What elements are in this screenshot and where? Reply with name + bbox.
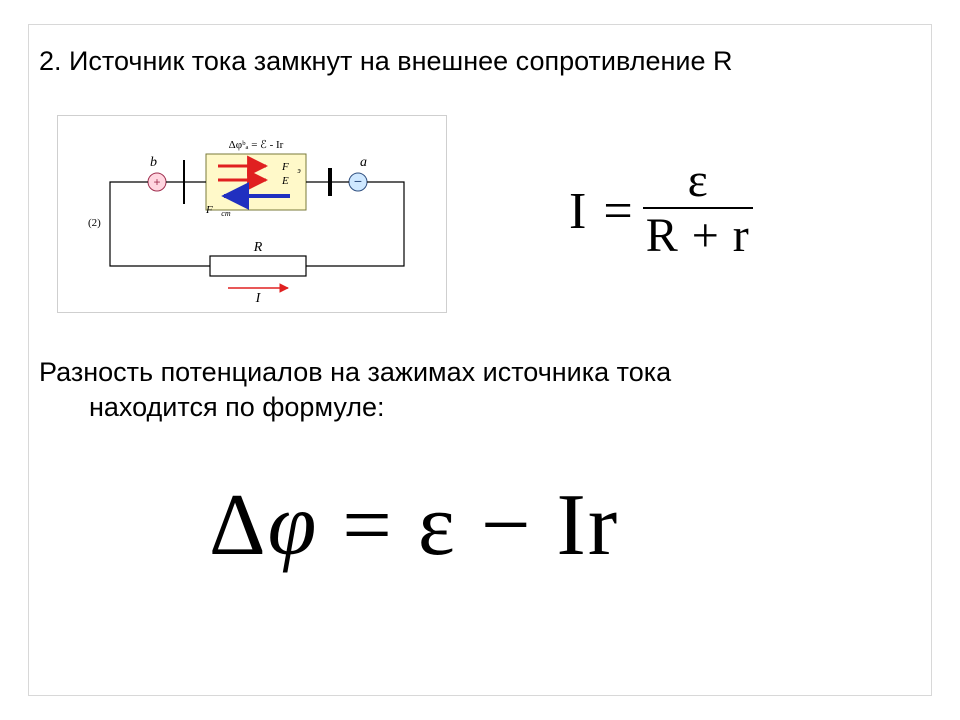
explanation-text: Разность потенциалов на зажимах источник…: [39, 355, 899, 425]
label-a: a: [360, 155, 367, 170]
f2-phi: φ: [268, 477, 319, 574]
plus-icon: +: [153, 175, 160, 189]
label-R: R: [253, 240, 263, 255]
label-E: E⃗: [281, 175, 297, 187]
formula1-denominator: R + r: [646, 209, 750, 261]
f2-Ir: Ir: [557, 477, 620, 574]
label-I: I: [255, 291, 262, 306]
formula1-fraction: ε R + r: [643, 157, 753, 261]
f2-delta: Δ: [209, 477, 268, 574]
slide-title: 2. Источник тока замкнут на внешнее сопр…: [39, 45, 923, 79]
formula1-numerator: ε: [643, 157, 753, 207]
minus-icon: −: [354, 173, 362, 189]
mid-line1: Разность потенциалов на зажимах источник…: [39, 357, 671, 387]
mid-line2: находится по формуле:: [39, 390, 899, 425]
circuit-top-caption: Δφᵇₐ = ℰ - Ir: [229, 139, 284, 151]
circuit-diagram: Δφᵇₐ = ℰ - Ir F⃗э: [57, 115, 447, 313]
circuit-svg: Δφᵇₐ = ℰ - Ir F⃗э: [58, 116, 446, 312]
slide-card: 2. Источник тока замкнут на внешнее сопр…: [28, 24, 932, 696]
formula1-lhs: I =: [569, 182, 643, 241]
f2-minus: −: [457, 477, 557, 574]
label-b: b: [150, 155, 157, 170]
f2-eq: =: [318, 477, 418, 574]
label-case: (2): [88, 217, 101, 229]
formula-terminal-voltage: Δφ = ε − Ir: [209, 475, 619, 576]
formula-ohm-law: I = ε R + r: [569, 155, 879, 259]
f2-eps: ε: [418, 477, 457, 574]
